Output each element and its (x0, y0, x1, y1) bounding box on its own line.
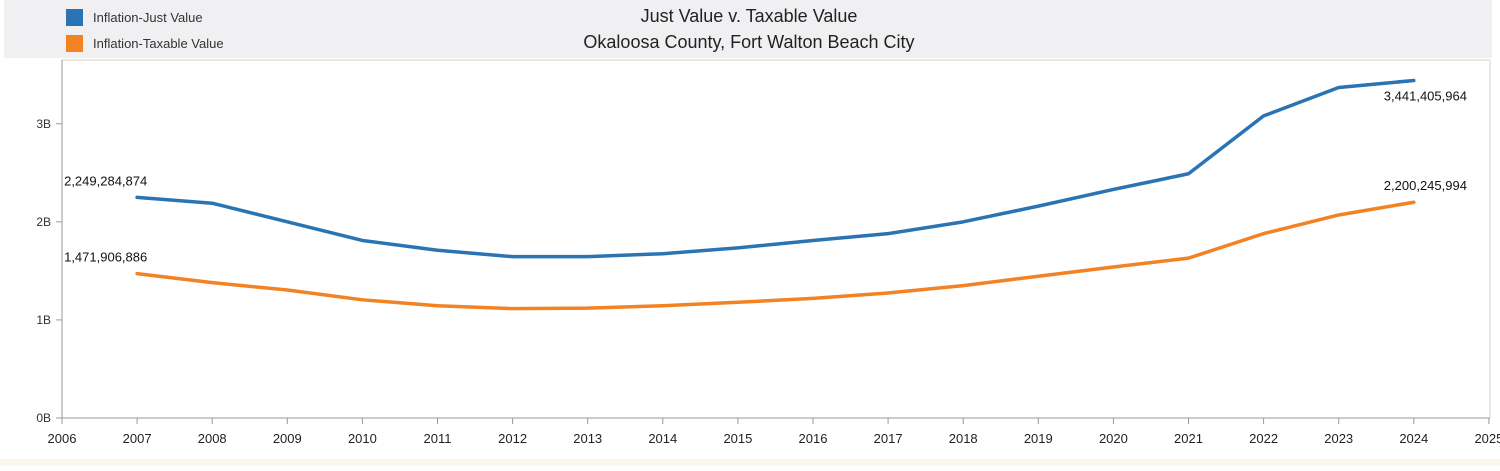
legend-swatch-just-value (66, 8, 83, 26)
legend-swatch-taxable-value (66, 34, 83, 52)
chart-title: Just Value v. Taxable Value (640, 6, 858, 26)
legend-item-just-value[interactable]: Inflation-Just Value (66, 4, 224, 30)
chart-subtitle: Okaloosa County, Fort Walton Beach City (583, 32, 915, 52)
x-tick-label: 2021 (1174, 431, 1203, 446)
data-label: 2,249,284,874 (64, 173, 147, 188)
x-tick-label: 2012 (498, 431, 527, 446)
x-axis-ticks: 2006 2007 2008 2009 2010 2011 2012 2013 2014 2015… (48, 418, 1500, 446)
x-tick-label: 2016 (799, 431, 828, 446)
legend-label-just-value: Inflation-Just Value (93, 9, 203, 25)
y-tick-label: 1B (36, 313, 51, 327)
y-tick-label: 0B (36, 411, 51, 425)
chart-titles: Just Value v. Taxable Value Okaloosa Cou… (404, 3, 1094, 55)
x-tick-label: 2006 (48, 431, 77, 446)
x-tick-label: 2008 (198, 431, 227, 446)
x-tick-label: 2018 (949, 431, 978, 446)
chart-area: 0B 1B 2B 3B 2006 2007 2008 2009 2010 2011 2012 201… (0, 58, 1500, 466)
x-tick-label: 2019 (1024, 431, 1053, 446)
series-lines (135, 78, 1416, 311)
x-tick-label: 2015 (723, 431, 752, 446)
x-tick-label: 2025 (1474, 431, 1500, 446)
x-tick-label: 2009 (273, 431, 302, 446)
chart-header: Inflation-Just Value Inflation-Taxable V… (4, 0, 1492, 58)
x-tick-label: 2013 (573, 431, 602, 446)
bottom-strip (0, 459, 1500, 466)
x-tick-label: 2007 (123, 431, 152, 446)
y-tick-label: 3B (36, 117, 51, 131)
x-tick-label: 2014 (648, 431, 677, 446)
x-tick-label: 2017 (874, 431, 903, 446)
y-axis-ticks: 0B 1B 2B 3B (36, 117, 62, 425)
x-tick-label: 2022 (1249, 431, 1278, 446)
legend-item-taxable-value[interactable]: Inflation-Taxable Value (66, 30, 224, 56)
data-label: 2,200,245,994 (1384, 178, 1467, 193)
y-tick-label: 2B (36, 215, 51, 229)
x-tick-label: 2011 (424, 431, 452, 446)
x-tick-label: 2020 (1099, 431, 1128, 446)
line-chart: 0B 1B 2B 3B 2006 2007 2008 2009 2010 2011 2012 201… (36, 59, 1500, 446)
data-label: 1,471,906,886 (64, 250, 147, 265)
legend-label-taxable-value: Inflation-Taxable Value (93, 35, 224, 51)
x-tick-label: 2023 (1324, 431, 1353, 446)
series-line-taxable-value[interactable] (135, 200, 1416, 311)
x-tick-label: 2010 (348, 431, 377, 446)
x-tick-label: 2024 (1399, 431, 1428, 446)
data-labels: 2,249,284,874 3,441,405,964 1,471,906,886 2… (64, 88, 1467, 264)
data-label: 3,441,405,964 (1384, 88, 1467, 103)
series-line-just-value[interactable] (135, 78, 1416, 259)
legend: Inflation-Just Value Inflation-Taxable V… (66, 4, 224, 56)
